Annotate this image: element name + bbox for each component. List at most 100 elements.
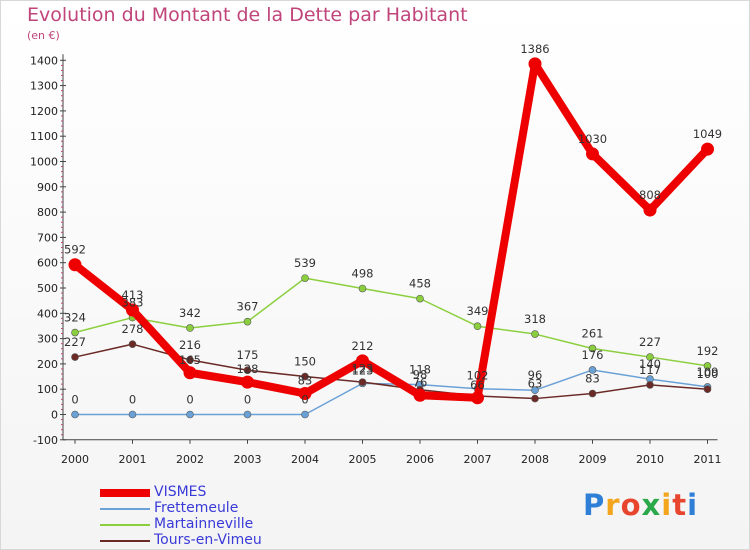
data-point bbox=[243, 317, 252, 326]
legend-swatch bbox=[100, 508, 150, 510]
data-label-overlap: 102 bbox=[467, 369, 489, 383]
y-tick-label: 1300 bbox=[30, 80, 58, 93]
x-tick-label: 2007 bbox=[464, 453, 492, 466]
data-point bbox=[128, 340, 137, 348]
data-point bbox=[243, 410, 252, 419]
data-label: 212 bbox=[352, 339, 374, 353]
data-label: 63 bbox=[528, 377, 543, 391]
data-label: 0 bbox=[186, 393, 193, 407]
data-label: 176 bbox=[582, 348, 604, 362]
data-label: 413 bbox=[122, 288, 144, 302]
data-label: 98 bbox=[413, 368, 428, 382]
data-point bbox=[126, 303, 139, 317]
y-tick-label: 1200 bbox=[30, 105, 58, 118]
data-point bbox=[301, 410, 309, 419]
proxiti-logo: Proxiti bbox=[583, 488, 699, 522]
data-label: 83 bbox=[585, 372, 600, 386]
y-tick-label: 1100 bbox=[30, 130, 58, 143]
data-label: 324 bbox=[64, 311, 86, 325]
data-label: 118 bbox=[409, 363, 431, 377]
data-point bbox=[301, 372, 309, 381]
data-label: 808 bbox=[639, 188, 661, 202]
data-label: 100 bbox=[697, 367, 719, 381]
legend-label: VISMES bbox=[154, 484, 207, 500]
data-label-overlap: 83 bbox=[298, 374, 313, 388]
data-point bbox=[586, 147, 599, 161]
legend-swatch bbox=[100, 540, 150, 542]
data-point bbox=[413, 388, 427, 402]
data-label: 592 bbox=[64, 243, 86, 257]
data-point bbox=[416, 294, 424, 303]
data-point bbox=[701, 142, 714, 156]
chart-unit: (en €) bbox=[27, 29, 60, 42]
data-label-overlap: 76 bbox=[413, 375, 428, 389]
legend-swatch bbox=[100, 524, 150, 526]
data-point bbox=[471, 391, 484, 405]
data-label: 123 bbox=[352, 361, 374, 375]
y-tick-label: 900 bbox=[37, 181, 58, 194]
data-label: 383 bbox=[122, 296, 144, 310]
data-point bbox=[531, 386, 539, 395]
data-label: 278 bbox=[122, 322, 144, 336]
data-label: 367 bbox=[237, 300, 259, 314]
y-tick-label: 800 bbox=[37, 206, 58, 219]
legend-label: Martainneville bbox=[154, 516, 254, 532]
data-point bbox=[243, 366, 252, 375]
data-point bbox=[298, 387, 312, 401]
data-point bbox=[71, 328, 79, 337]
data-label: 0 bbox=[129, 393, 136, 407]
data-point bbox=[588, 344, 597, 353]
data-point bbox=[703, 385, 712, 394]
data-point bbox=[531, 330, 539, 338]
data-point bbox=[646, 381, 654, 389]
data-point bbox=[528, 57, 542, 71]
y-tick-label: 1400 bbox=[30, 54, 58, 67]
y-tick-label: 1000 bbox=[30, 156, 58, 169]
data-label: 227 bbox=[639, 335, 661, 349]
data-point bbox=[356, 354, 369, 368]
y-tick-label: 600 bbox=[37, 257, 58, 270]
x-tick-label: 2006 bbox=[406, 453, 434, 466]
data-point bbox=[588, 389, 597, 398]
data-label: 192 bbox=[697, 344, 719, 358]
data-point bbox=[71, 410, 79, 419]
y-tick-label: 0 bbox=[51, 409, 58, 422]
data-point bbox=[186, 356, 194, 364]
data-label: 216 bbox=[179, 338, 201, 352]
data-label: 0 bbox=[244, 393, 251, 407]
legend-label: Frettemeule bbox=[154, 500, 239, 516]
data-label: 1049 bbox=[693, 127, 722, 141]
legend-label: Tours-en-Vimeu bbox=[154, 532, 262, 548]
x-tick-label: 2005 bbox=[349, 453, 377, 466]
x-tick-label: 2002 bbox=[176, 453, 204, 466]
data-label: 342 bbox=[179, 306, 201, 320]
data-label: 458 bbox=[409, 277, 431, 291]
data-label: 261 bbox=[582, 326, 604, 340]
data-point bbox=[183, 366, 197, 380]
data-point bbox=[358, 284, 367, 293]
series-line-vismes bbox=[71, 59, 712, 402]
x-tick-label: 2003 bbox=[234, 453, 262, 466]
data-point bbox=[531, 394, 539, 403]
y-tick-label: 400 bbox=[37, 307, 58, 320]
data-label-overlap: 123 bbox=[352, 363, 374, 377]
x-tick-label: 2009 bbox=[579, 453, 607, 466]
series-line-martainneville bbox=[74, 277, 709, 367]
x-tick-label: 2001 bbox=[119, 453, 147, 466]
data-label-overlap: 165 bbox=[179, 353, 201, 367]
data-label: 227 bbox=[64, 335, 86, 349]
data-label: 349 bbox=[467, 304, 489, 318]
data-label: 1386 bbox=[520, 42, 549, 56]
data-label: 539 bbox=[294, 256, 316, 270]
legend-swatch bbox=[100, 489, 150, 497]
data-point bbox=[301, 274, 309, 282]
data-label: 117 bbox=[639, 363, 661, 377]
data-point bbox=[128, 410, 137, 419]
x-tick-label: 2008 bbox=[521, 453, 549, 466]
data-point bbox=[186, 410, 194, 419]
data-label: 109 bbox=[697, 365, 719, 379]
data-point bbox=[643, 203, 657, 217]
data-label: 140 bbox=[639, 357, 661, 371]
data-label: 1030 bbox=[578, 132, 607, 146]
